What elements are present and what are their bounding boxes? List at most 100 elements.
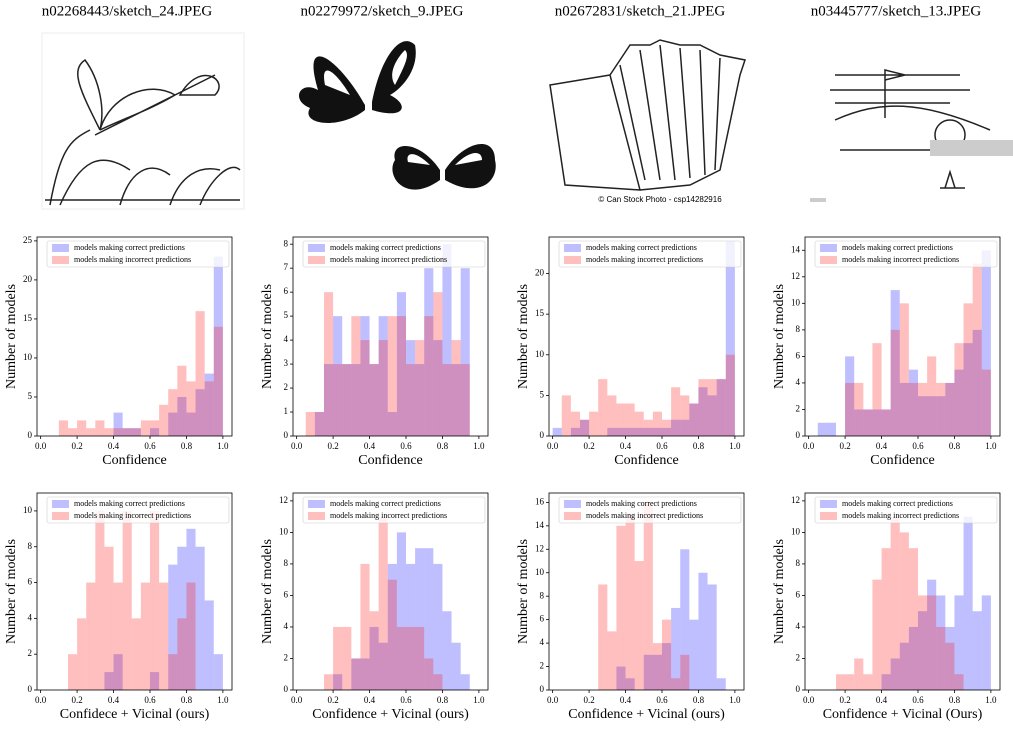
x-tick-label: 1.0 (985, 695, 997, 705)
histogram-bar (205, 600, 214, 690)
x-tick-label: 0.2 (71, 695, 82, 705)
x-tick-label: 0.2 (327, 695, 338, 705)
image-caption: n02268443/sketch_24.JPEG (42, 3, 213, 19)
y-tick-label: 6 (796, 590, 801, 600)
x-tick-label: 0.0 (547, 695, 559, 705)
histogram-bar (626, 514, 635, 690)
y-tick-label: 6 (28, 577, 33, 587)
x-tick-label: 0.8 (949, 441, 961, 451)
histogram-bar (123, 511, 132, 690)
histogram-bar (818, 423, 827, 436)
y-tick-label: 8 (540, 590, 545, 600)
histogram-bar (315, 412, 324, 436)
histogram-bar (836, 674, 845, 690)
x-tick-label: 0.2 (839, 441, 850, 451)
x-tick-label: 0.8 (181, 441, 193, 451)
legend-label: models making correct predictions (330, 499, 441, 508)
y-axis-label: Number of models (772, 284, 787, 389)
histogram-bar (114, 583, 123, 690)
histogram-bar (86, 583, 95, 690)
histogram-bar (168, 654, 177, 690)
histogram-bar (845, 383, 854, 436)
histogram-bar (662, 620, 671, 690)
x-tick-label: 0.8 (693, 441, 705, 451)
x-tick-label: 0.4 (364, 695, 376, 705)
histogram-bar (708, 379, 717, 436)
x-tick-label: 0.2 (583, 695, 594, 705)
y-tick-label: 12 (791, 495, 800, 505)
sketch-butterflies (299, 41, 496, 190)
histogram-bar (95, 420, 104, 436)
legend-swatch (564, 500, 581, 508)
histogram-bar (214, 327, 223, 436)
x-tick-label: 0.8 (693, 695, 705, 705)
histogram-panel: 05101520250.00.20.40.60.81.0ConfidenceNu… (4, 235, 232, 468)
histogram-panel: 051015200.00.20.40.60.81.0ConfidenceNumb… (516, 237, 744, 468)
histogram-bar (77, 618, 86, 690)
y-tick-label: 4 (540, 637, 545, 647)
histogram-bar (698, 379, 707, 436)
y-tick-label: 0 (796, 430, 801, 440)
x-tick-label: 0.0 (35, 695, 47, 705)
histogram-bar (370, 364, 379, 436)
histogram-bar (827, 423, 836, 436)
x-tick-label: 0.0 (291, 695, 303, 705)
histogram-bar (68, 428, 77, 436)
image-caption: n02672831/sketch_21.JPEG (555, 3, 726, 19)
x-axis-label: Confidence + Vicinal (ours) (312, 707, 469, 722)
y-axis-label: Number of models (516, 284, 531, 389)
y-tick-label: 6 (796, 350, 801, 360)
histogram-bar (854, 383, 863, 436)
histogram-bar (342, 627, 351, 690)
x-axis-label: Confidence (614, 453, 679, 468)
histogram-bar (452, 340, 461, 436)
y-tick-label: 5 (540, 389, 545, 399)
y-tick-label: 10 (791, 526, 801, 536)
histogram-bar (351, 316, 360, 436)
histogram-bar (388, 580, 397, 690)
histogram-bar (964, 303, 973, 436)
legend-label: models making incorrect predictions (330, 255, 447, 264)
histogram-bar (973, 611, 982, 690)
legend-label: models making correct predictions (330, 243, 441, 252)
x-tick-label: 0.6 (144, 695, 156, 705)
histogram-bar (726, 355, 735, 436)
image-caption: n02279972/sketch_9.JPEG (301, 3, 464, 19)
y-tick-label: 15 (23, 313, 33, 323)
y-tick-label: 2 (284, 653, 289, 663)
x-tick-label: 0.6 (144, 441, 156, 451)
histogram-bar (77, 420, 86, 436)
legend-swatch (52, 244, 69, 252)
y-tick-label: 20 (23, 274, 33, 284)
histogram-panel: 0246810120.00.20.40.60.81.0Confidence + … (260, 493, 488, 722)
histogram-bar (891, 330, 900, 436)
x-tick-label: 0.6 (656, 695, 668, 705)
y-tick-label: 8 (284, 238, 289, 248)
legend-swatch (564, 244, 581, 252)
x-axis-label: Confidece + Vicinal (ours) (60, 707, 210, 722)
x-tick-label: 0.6 (400, 695, 412, 705)
histogram-bar (936, 627, 945, 690)
histogram-bar (982, 370, 991, 436)
legend-swatch (820, 500, 837, 508)
histogram-bar (123, 428, 132, 436)
y-tick-label: 16 (535, 496, 545, 506)
x-tick-label: 0.2 (583, 441, 594, 451)
histogram-bar (982, 595, 991, 690)
histogram-bar (717, 379, 726, 436)
histogram-bar (918, 595, 927, 690)
histogram-bar (580, 420, 589, 436)
histogram-bar (424, 316, 433, 436)
histogram-bar (433, 292, 442, 436)
histogram-bar (680, 655, 689, 690)
histogram-bar (872, 580, 881, 690)
histogram-bar (306, 412, 315, 436)
histogram-bar (379, 340, 388, 436)
histogram-bar (909, 383, 918, 436)
histogram-bar (177, 366, 186, 436)
legend-label: models making incorrect predictions (74, 511, 191, 520)
histogram-bar (132, 428, 141, 436)
legend-label: models making correct predictions (74, 499, 185, 508)
y-axis-label: Number of models (260, 284, 275, 389)
x-tick-label: 1.0 (729, 441, 741, 451)
